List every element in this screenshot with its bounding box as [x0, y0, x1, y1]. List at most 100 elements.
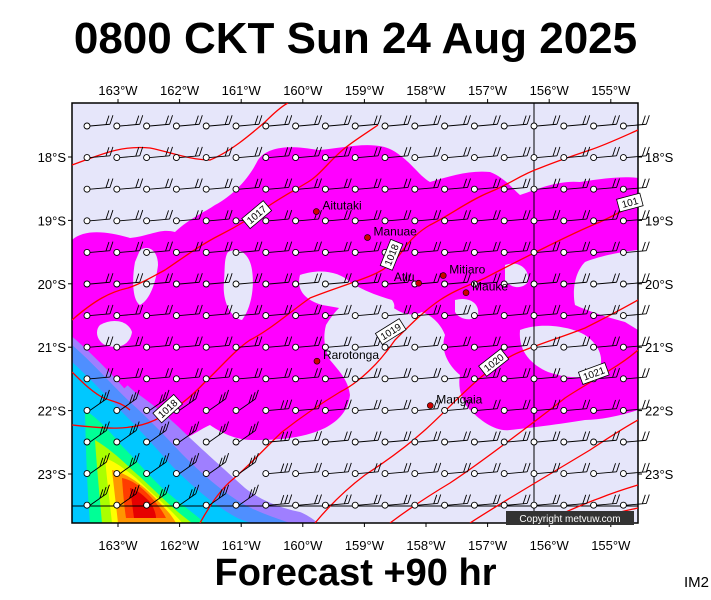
wind-barb — [202, 304, 233, 320]
wind-barb — [441, 209, 471, 225]
wind-barb — [202, 336, 233, 351]
wind-barb — [321, 399, 352, 414]
wind-barb — [262, 115, 293, 130]
wind-barb — [590, 431, 620, 446]
wind-barb — [381, 367, 412, 383]
wind-barb — [262, 494, 293, 509]
wind-barb — [619, 304, 650, 320]
wind-barb — [381, 273, 412, 288]
place-dot — [313, 208, 320, 215]
wind-barb — [292, 399, 322, 414]
wind-barb — [143, 304, 173, 320]
wind-barb — [143, 241, 173, 256]
wind-barb — [113, 304, 144, 320]
wind-barb — [351, 494, 382, 509]
wind-barb — [292, 241, 322, 256]
wind-barb — [500, 462, 531, 478]
wind-barb — [143, 336, 173, 351]
lon-label: 157°W — [468, 538, 508, 553]
wind-barb — [530, 241, 561, 256]
wind-barb — [530, 304, 561, 320]
place-dot — [427, 402, 434, 409]
wind-barb — [172, 146, 203, 162]
wind-barb — [143, 389, 170, 414]
copyright-text: Copyright metvuw.com — [519, 514, 620, 525]
wind-barb — [619, 336, 650, 351]
place-markers: Aitutaki Manuae Atiu Mitiaro Mauke Rarotonga M… — [313, 199, 508, 409]
wind-barb — [441, 399, 471, 414]
wind-barb — [619, 209, 650, 225]
wind-barb — [83, 452, 110, 478]
wind-barb — [172, 421, 200, 446]
lon-label: 158°W — [406, 538, 446, 553]
wind-barb — [113, 484, 140, 509]
wind-barb — [590, 273, 620, 288]
wind-barb — [113, 367, 144, 383]
wind-barb — [351, 209, 382, 225]
wind-barb — [470, 399, 501, 414]
wind-barb — [470, 367, 501, 383]
wind-barb — [113, 115, 144, 130]
wind-barb — [113, 178, 144, 193]
wind-barb — [530, 431, 561, 446]
wind-barb — [321, 115, 352, 130]
wind-barb — [292, 494, 322, 509]
wind-barb — [500, 115, 531, 130]
isobar-label: 101 — [621, 196, 640, 211]
lat-label: 20°S — [38, 277, 67, 292]
wind-barb — [470, 336, 501, 351]
wind-barb — [560, 178, 591, 193]
wind-barb — [441, 494, 471, 509]
wind-barb — [411, 399, 442, 414]
lon-label: 158°W — [406, 83, 446, 98]
wind-barb — [560, 209, 591, 225]
map-title: 0800 CKT Sun 24 Aug 2025 — [73, 14, 638, 63]
wind-barb — [232, 336, 263, 351]
wind-barb — [411, 367, 442, 383]
wind-barb — [232, 484, 259, 509]
wind-barb — [560, 146, 591, 162]
wind-barb — [381, 336, 412, 351]
wind-barb — [560, 399, 591, 414]
wind-barb — [590, 146, 620, 162]
wind-barb — [500, 209, 531, 225]
wind-barb — [113, 452, 140, 478]
wind-barb — [500, 494, 531, 509]
wind-barb — [411, 431, 442, 446]
wind-barb — [441, 241, 471, 256]
wind-barb — [232, 146, 263, 162]
wind-barb — [172, 304, 203, 320]
wind-barb — [321, 178, 352, 193]
wind-barb — [411, 146, 442, 162]
lon-label: 162°W — [160, 83, 200, 98]
wind-barb — [202, 115, 233, 130]
wind-barb — [470, 115, 501, 130]
wind-barb — [411, 209, 442, 225]
place-dot — [415, 279, 422, 287]
wind-barb — [292, 304, 322, 320]
wind-barb — [530, 146, 561, 162]
wind-barb — [500, 304, 531, 320]
wind-barb — [530, 399, 561, 414]
lon-label: 156°W — [530, 538, 570, 553]
place-dot — [462, 289, 470, 296]
wind-barb — [321, 273, 352, 288]
wind-barb — [590, 399, 620, 414]
wind-barb — [590, 494, 620, 509]
lat-labels-left: 18°S 19°S 20°S 21°S 22°S 23°S — [38, 150, 67, 482]
wind-barb — [202, 273, 233, 288]
wind-barb — [560, 336, 591, 351]
wind-barb — [202, 178, 233, 193]
wind-barb — [500, 273, 531, 288]
wind-barb — [619, 494, 650, 509]
lat-label: 23°S — [38, 467, 67, 482]
lat-label: 18°S — [38, 150, 67, 165]
wind-barb — [202, 452, 230, 478]
lon-label: 155°W — [591, 83, 631, 98]
wind-barb — [381, 146, 412, 162]
wind-barb — [113, 389, 140, 414]
wind-barb — [172, 273, 203, 288]
wind-barb — [351, 399, 382, 414]
wind-barb — [321, 241, 352, 256]
wind-barb — [441, 462, 471, 478]
